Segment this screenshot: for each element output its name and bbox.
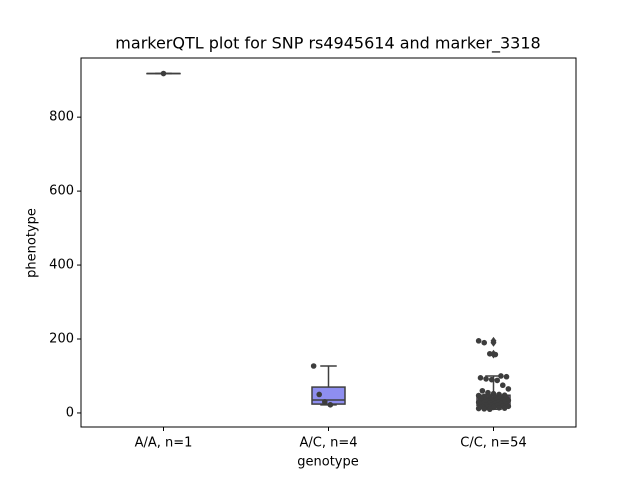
data-point	[504, 374, 510, 380]
y-tick-label: 200	[49, 332, 74, 347]
x-tick-label: C/C, n=54	[460, 436, 526, 451]
data-point	[322, 399, 328, 405]
x-axis-label: genotype	[297, 455, 358, 470]
data-point	[487, 351, 493, 357]
data-point	[476, 338, 482, 344]
data-point	[500, 382, 506, 388]
data-point	[493, 352, 499, 358]
x-tick-label: A/A, n=1	[135, 436, 193, 451]
data-point	[481, 406, 487, 412]
data-point	[506, 386, 512, 392]
data-point	[483, 376, 489, 382]
data-point	[496, 405, 502, 411]
y-tick-label: 600	[49, 184, 74, 199]
data-point	[476, 406, 482, 412]
data-point	[494, 378, 500, 384]
data-point	[311, 363, 317, 369]
y-tick-label: 800	[49, 110, 74, 125]
y-tick-label: 400	[49, 258, 74, 273]
data-point	[161, 71, 167, 77]
data-point	[316, 392, 322, 398]
data-point	[498, 373, 504, 379]
y-axis-label: phenotype	[25, 208, 40, 278]
data-point	[328, 402, 334, 408]
data-point	[478, 375, 484, 381]
data-point	[480, 388, 486, 394]
chart-title: markerQTL plot for SNP rs4945614 and mar…	[115, 34, 540, 54]
data-point	[487, 406, 493, 412]
data-point	[481, 340, 487, 346]
x-tick-label: A/C, n=4	[299, 436, 357, 451]
data-point	[502, 405, 508, 411]
data-point	[489, 377, 495, 383]
y-tick-label: 0	[66, 405, 74, 420]
